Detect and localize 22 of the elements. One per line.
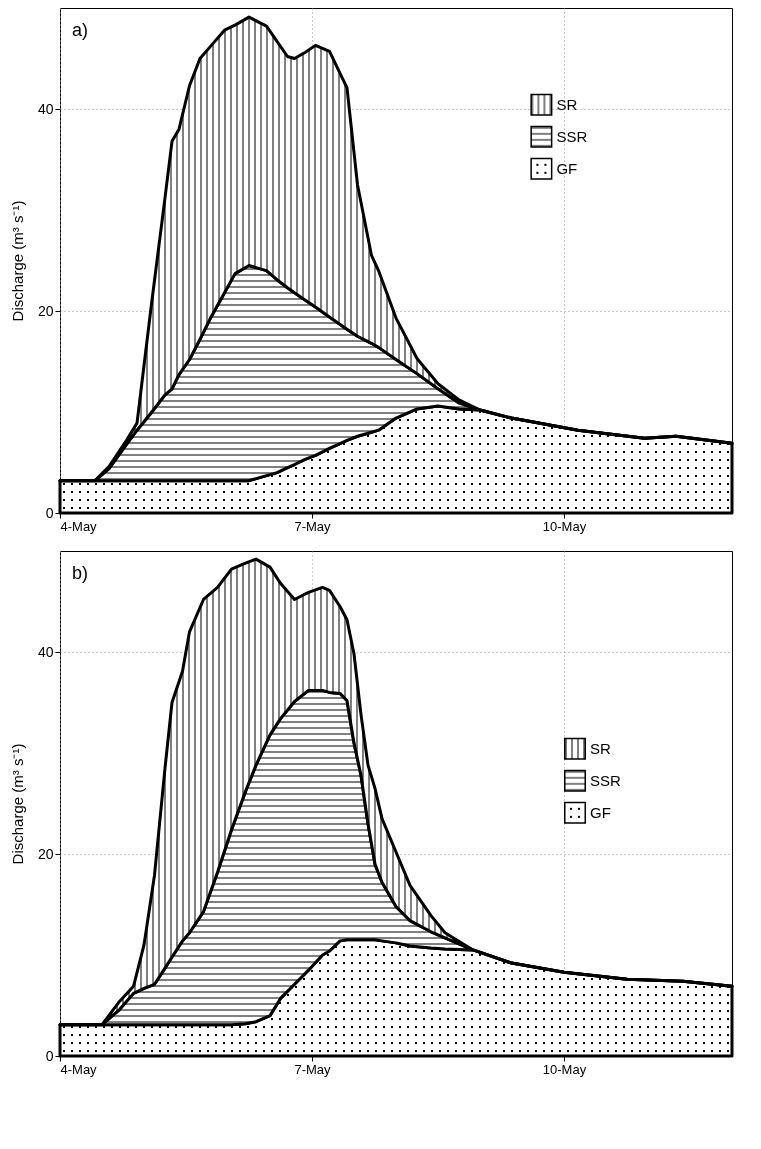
- annotation: a): [72, 20, 89, 40]
- x-tick-label: 4-May: [60, 518, 98, 534]
- x-tick-label: 7-May: [294, 518, 332, 534]
- y-axis-title: Discharge (m³ s⁻¹): [8, 743, 26, 865]
- legend-label: GF: [556, 159, 578, 177]
- y-tick-label: 0: [45, 1047, 54, 1064]
- y-axis-title: Discharge (m³ s⁻¹): [8, 200, 26, 322]
- legend-label: GF: [590, 803, 611, 821]
- legend-label: SSR: [556, 127, 588, 145]
- x-tick-label: 4-May: [60, 1061, 98, 1077]
- y-tick-label: 20: [37, 302, 54, 319]
- annotation: b): [72, 563, 89, 583]
- y-tick-label: 0: [45, 504, 54, 521]
- y-tick-label: 40: [37, 643, 54, 660]
- legend-label: SR: [556, 95, 578, 113]
- x-tick-label: 10-May: [542, 1061, 587, 1077]
- x-tick-label: 7-May: [294, 1061, 332, 1077]
- legend-label: SR: [590, 739, 611, 757]
- y-tick-label: 40: [37, 100, 54, 117]
- legend-label: SSR: [590, 771, 622, 789]
- y-tick-label: 20: [37, 845, 54, 862]
- x-tick-label: 10-May: [542, 518, 587, 534]
